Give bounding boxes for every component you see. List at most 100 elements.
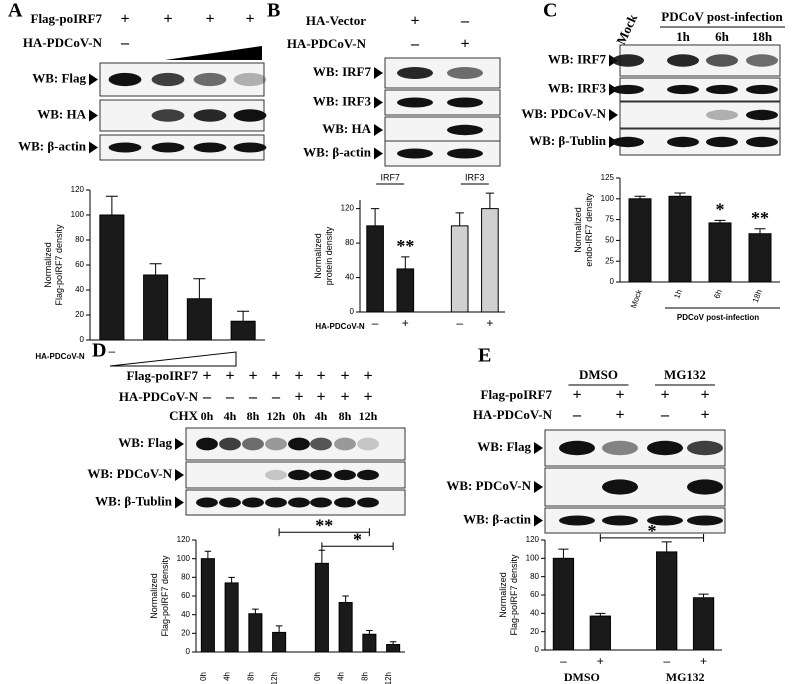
blot-band (242, 497, 264, 508)
y-tick-label: 0 (350, 307, 355, 316)
group-label: DMSO (579, 367, 618, 382)
x-tick-label: 4h (337, 672, 346, 681)
condition-mark: + (245, 11, 254, 28)
condition-mark: + (700, 407, 709, 424)
blot-band (233, 72, 267, 87)
blot-label: WB: β-Tublin (95, 493, 173, 508)
condition-mark: + (340, 368, 349, 385)
blot-band (667, 54, 699, 67)
blot-band (612, 54, 644, 67)
panel-letter: C (543, 0, 557, 22)
blot-band (310, 469, 332, 481)
condition-mark: + (615, 387, 624, 404)
blot-arrow (175, 469, 184, 481)
error-bar (370, 208, 380, 226)
condition-label: CHX (169, 408, 199, 423)
x-tick-label: Mock (629, 287, 644, 309)
condition-mark: + (294, 368, 303, 385)
group-label: IRF3 (465, 172, 485, 182)
group-label: IRF7 (380, 172, 400, 182)
condition-mark: + (460, 36, 469, 53)
error-bar (366, 630, 373, 635)
error-bar (342, 595, 349, 603)
condition-mark: 12h (359, 409, 378, 423)
blot-band (193, 72, 227, 87)
error-bar (698, 593, 709, 598)
condition-mark: 4h (224, 409, 237, 423)
bar (656, 551, 678, 651)
blot-band (219, 497, 241, 508)
bar (748, 233, 772, 283)
x-tick-label: 4h (223, 672, 232, 681)
blot-band (397, 67, 433, 79)
blot-band (687, 515, 723, 526)
condition-mark: – (120, 35, 130, 52)
x-tick-label: 0h (313, 672, 322, 681)
blot-arrow (609, 109, 618, 121)
x-tick-label: 0h (199, 672, 208, 681)
condition-mark: + (660, 387, 669, 404)
bar (99, 214, 125, 341)
blot-band (706, 54, 738, 67)
y-tick-label: 20 (530, 627, 539, 636)
blot-band (334, 469, 356, 481)
y-axis-label: Flag-poIRF7 density (509, 554, 519, 636)
blot-label: WB: β-Tublin (529, 133, 607, 148)
bar (230, 320, 256, 341)
blot-band (193, 109, 227, 122)
blot-arrow (374, 147, 383, 160)
header-group: PDCoV post-infection (661, 9, 783, 24)
bar (338, 602, 353, 653)
bar (186, 298, 212, 341)
blot-band (196, 437, 218, 451)
blot-band (265, 469, 287, 481)
error-bar (674, 192, 686, 197)
y-axis-label: endo-IRF7 density (584, 193, 594, 267)
blot-band (151, 109, 185, 122)
group-label: MG132 (666, 670, 705, 684)
y-tick-label: 0 (535, 645, 540, 654)
blot-arrow (534, 514, 543, 527)
blot-arrow (374, 96, 383, 109)
condition-mark: – (271, 389, 281, 406)
y-tick-label: 100 (601, 194, 615, 203)
blot-label: WB: Flag (118, 435, 172, 450)
condition-mark: + (363, 389, 372, 406)
error-bar (149, 263, 162, 275)
bar (366, 225, 384, 313)
x-tick-label: – (663, 654, 670, 668)
blot-label: WB: IRF3 (313, 93, 372, 108)
condition-mark: + (271, 368, 280, 385)
condition-mark: + (316, 368, 325, 385)
time-label: 1h (676, 29, 691, 44)
x-tick-label: 12h (270, 672, 279, 684)
significance: * (647, 521, 656, 541)
significance: * (716, 200, 725, 220)
y-tick-label: 120 (177, 535, 191, 544)
blot-band (447, 97, 483, 108)
time-label: 6h (715, 29, 730, 44)
blot-band (233, 142, 267, 153)
significance: ** (396, 236, 414, 256)
bar (248, 613, 263, 653)
x-tick-label: 1h (672, 288, 684, 299)
y-tick-label: 50 (605, 236, 614, 245)
blot-label: WB: IRF3 (548, 80, 607, 95)
condition-mark: + (410, 13, 419, 30)
blot-band (265, 437, 287, 451)
panel-letter: B (267, 0, 280, 22)
blot-band (108, 142, 142, 153)
bar (692, 597, 715, 651)
condition-mark: + (120, 11, 129, 28)
x-tick-label: + (700, 654, 707, 668)
bar (450, 225, 469, 313)
blot-band (612, 136, 644, 148)
x-axis-label: PDCoV post-infection (677, 313, 759, 322)
bar (386, 644, 401, 653)
blot-band (151, 72, 185, 87)
blot-band (196, 497, 218, 508)
blot-label: WB: β-actin (303, 144, 372, 159)
blot-band (706, 109, 738, 121)
condition-mark: + (248, 368, 257, 385)
